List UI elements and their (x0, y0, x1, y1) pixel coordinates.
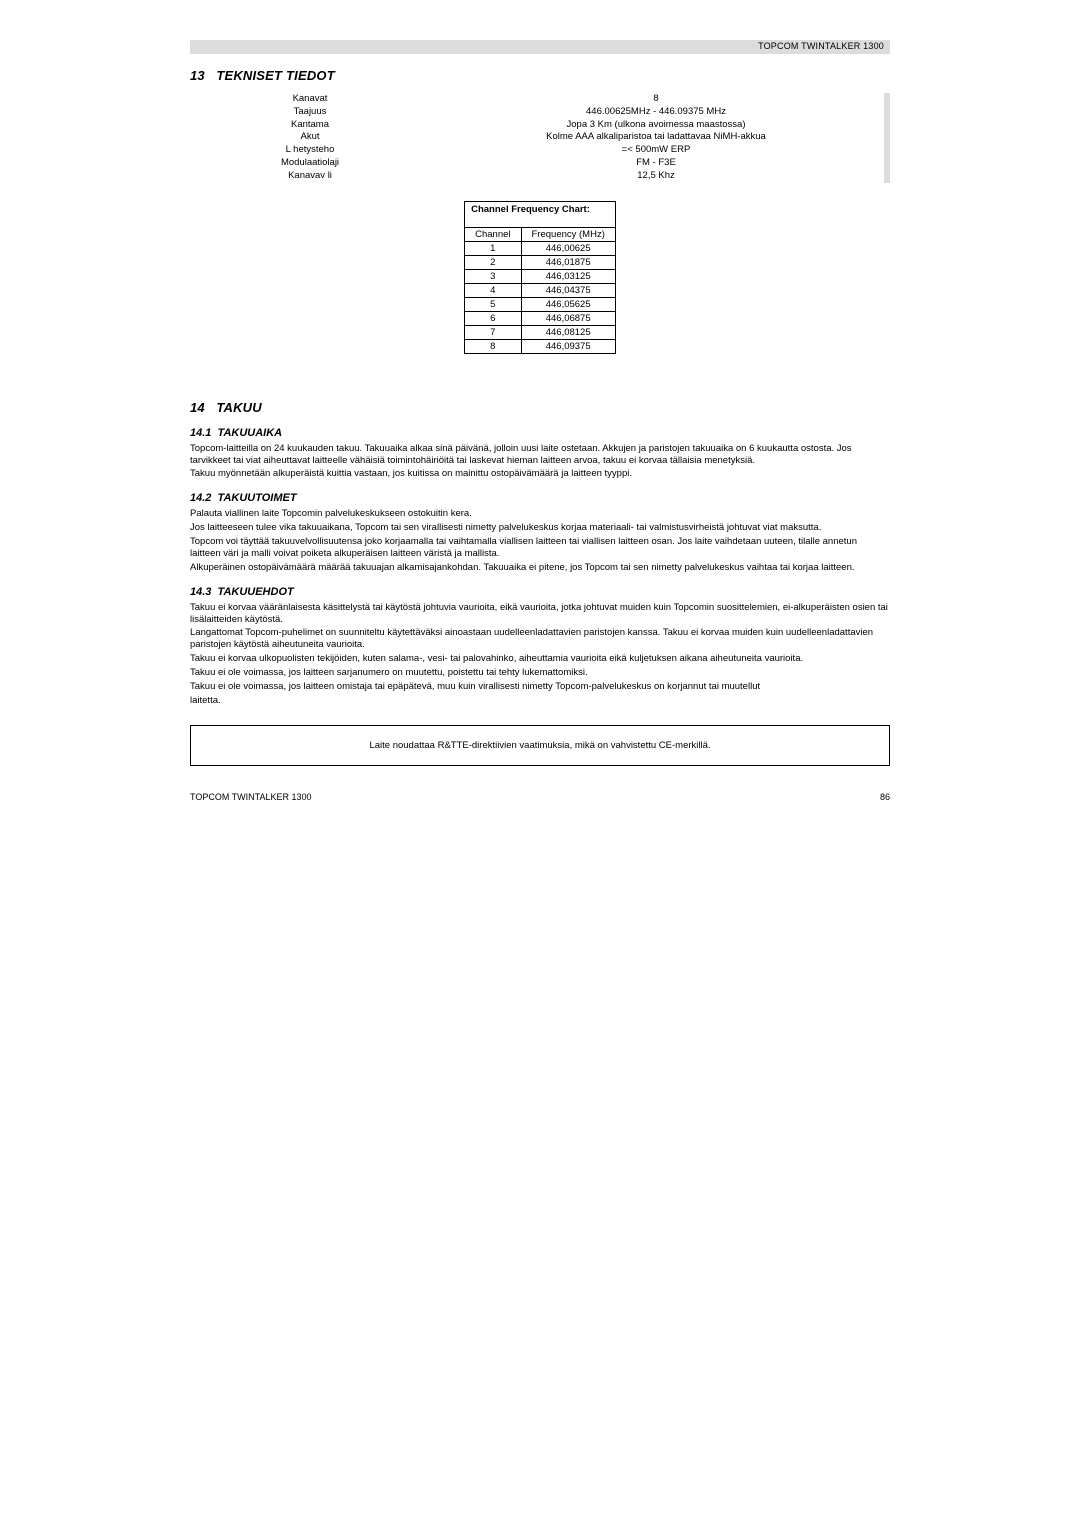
spec-label: Kantama (190, 119, 430, 132)
section-14-1-heading: 14.1 TAKUUAIKA (190, 427, 890, 439)
freq-ch: 4 (465, 283, 521, 297)
freq-val: 446,09375 (521, 339, 615, 353)
spec-label: Taajuus (190, 106, 430, 119)
sub-title: TAKUUAIKA (218, 427, 283, 439)
body-text: Takuu ei ole voimassa, jos laitteen omis… (190, 681, 890, 693)
sub-title: TAKUUEHDOT (218, 586, 294, 598)
footer-page: 86 (880, 792, 890, 802)
spec-value: FM - F3E (430, 157, 882, 170)
freq-ch: 2 (465, 255, 521, 269)
body-text: Takuu ei korvaa ulkopuolisten tekijöiden… (190, 653, 890, 665)
sub-num: 14.1 (190, 427, 211, 439)
freq-val: 446,04375 (521, 283, 615, 297)
freq-val: 446,06875 (521, 311, 615, 325)
section-14-heading: 14 TAKUU (190, 400, 890, 415)
body-text: Takuu ei korvaa vääränlaisesta käsittely… (190, 602, 890, 626)
spec-label: Akut (190, 131, 430, 144)
freq-val: 446,03125 (521, 269, 615, 283)
freq-val: 446,08125 (521, 325, 615, 339)
section-14-3-heading: 14.3 TAKUUEHDOT (190, 586, 890, 598)
spec-value: 12,5 Khz (430, 170, 882, 183)
spec-value: 446.00625MHz - 446.09375 MHz (430, 106, 882, 119)
body-text: Jos laitteeseen tulee vika takuuaikana, … (190, 522, 890, 534)
freq-title: Channel Frequency Chart: (465, 201, 616, 227)
sub-num: 14.3 (190, 586, 211, 598)
spec-value: 8 (430, 93, 882, 106)
freq-ch: 5 (465, 297, 521, 311)
section-14-title: TAKUU (216, 400, 262, 415)
section-13-title: TEKNISET TIEDOT (216, 68, 335, 83)
sub-num: 14.2 (190, 492, 211, 504)
spec-value: Kolme AAA alkaliparistoa tai ladattavaa … (430, 131, 882, 144)
freq-val: 446,01875 (521, 255, 615, 269)
freq-ch: 6 (465, 311, 521, 325)
spec-label: Modulaatiolaji (190, 157, 430, 170)
freq-val: 446,05625 (521, 297, 615, 311)
spec-label: L hetysteho (190, 144, 430, 157)
spec-label: Kanavat (190, 93, 430, 106)
section-13-num: 13 (190, 68, 205, 83)
body-text: Topcom voi täyttää takuuvelvollisuutensa… (190, 536, 890, 560)
header-band: TOPCOM TWINTALKER 1300 (190, 40, 890, 54)
body-text: Langattomat Topcom-puhelimet on suunnite… (190, 627, 890, 651)
body-text: Takuu ei ole voimassa, jos laitteen sarj… (190, 667, 890, 679)
body-text: Palauta viallinen laite Topcomin palvelu… (190, 508, 890, 520)
header-product: TOPCOM TWINTALKER 1300 (758, 41, 884, 51)
body-text: Takuu myönnetään alkuperäistä kuittia va… (190, 468, 890, 480)
freq-val: 446,00625 (521, 241, 615, 255)
frequency-table: Channel Frequency Chart: Channel Frequen… (464, 201, 616, 354)
body-text: Topcom-laitteilla on 24 kuukauden takuu.… (190, 443, 890, 467)
freq-ch: 1 (465, 241, 521, 255)
footer-product: TOPCOM TWINTALKER 1300 (190, 792, 312, 802)
spec-table: Kanavat8 Taajuus446.00625MHz - 446.09375… (190, 93, 890, 183)
freq-ch: 8 (465, 339, 521, 353)
freq-ch: 3 (465, 269, 521, 283)
section-14-num: 14 (190, 400, 205, 415)
ce-notice: Laite noudattaa R&TTE-direktiivien vaati… (190, 725, 890, 766)
spec-value: =< 500mW ERP (430, 144, 882, 157)
section-14-2-heading: 14.2 TAKUUTOIMET (190, 492, 890, 504)
freq-head-frequency: Frequency (MHz) (521, 227, 615, 241)
sub-title: TAKUUTOIMET (218, 492, 297, 504)
spec-value: Jopa 3 Km (ulkona avoimessa maastossa) (430, 119, 882, 132)
body-text: Alkuperäinen ostopäivämäärä määrää takuu… (190, 562, 890, 574)
freq-ch: 7 (465, 325, 521, 339)
section-13-heading: 13 TEKNISET TIEDOT (190, 68, 890, 83)
freq-head-channel: Channel (465, 227, 521, 241)
body-text: laitetta. (190, 695, 890, 707)
spec-label: Kanavav li (190, 170, 430, 183)
